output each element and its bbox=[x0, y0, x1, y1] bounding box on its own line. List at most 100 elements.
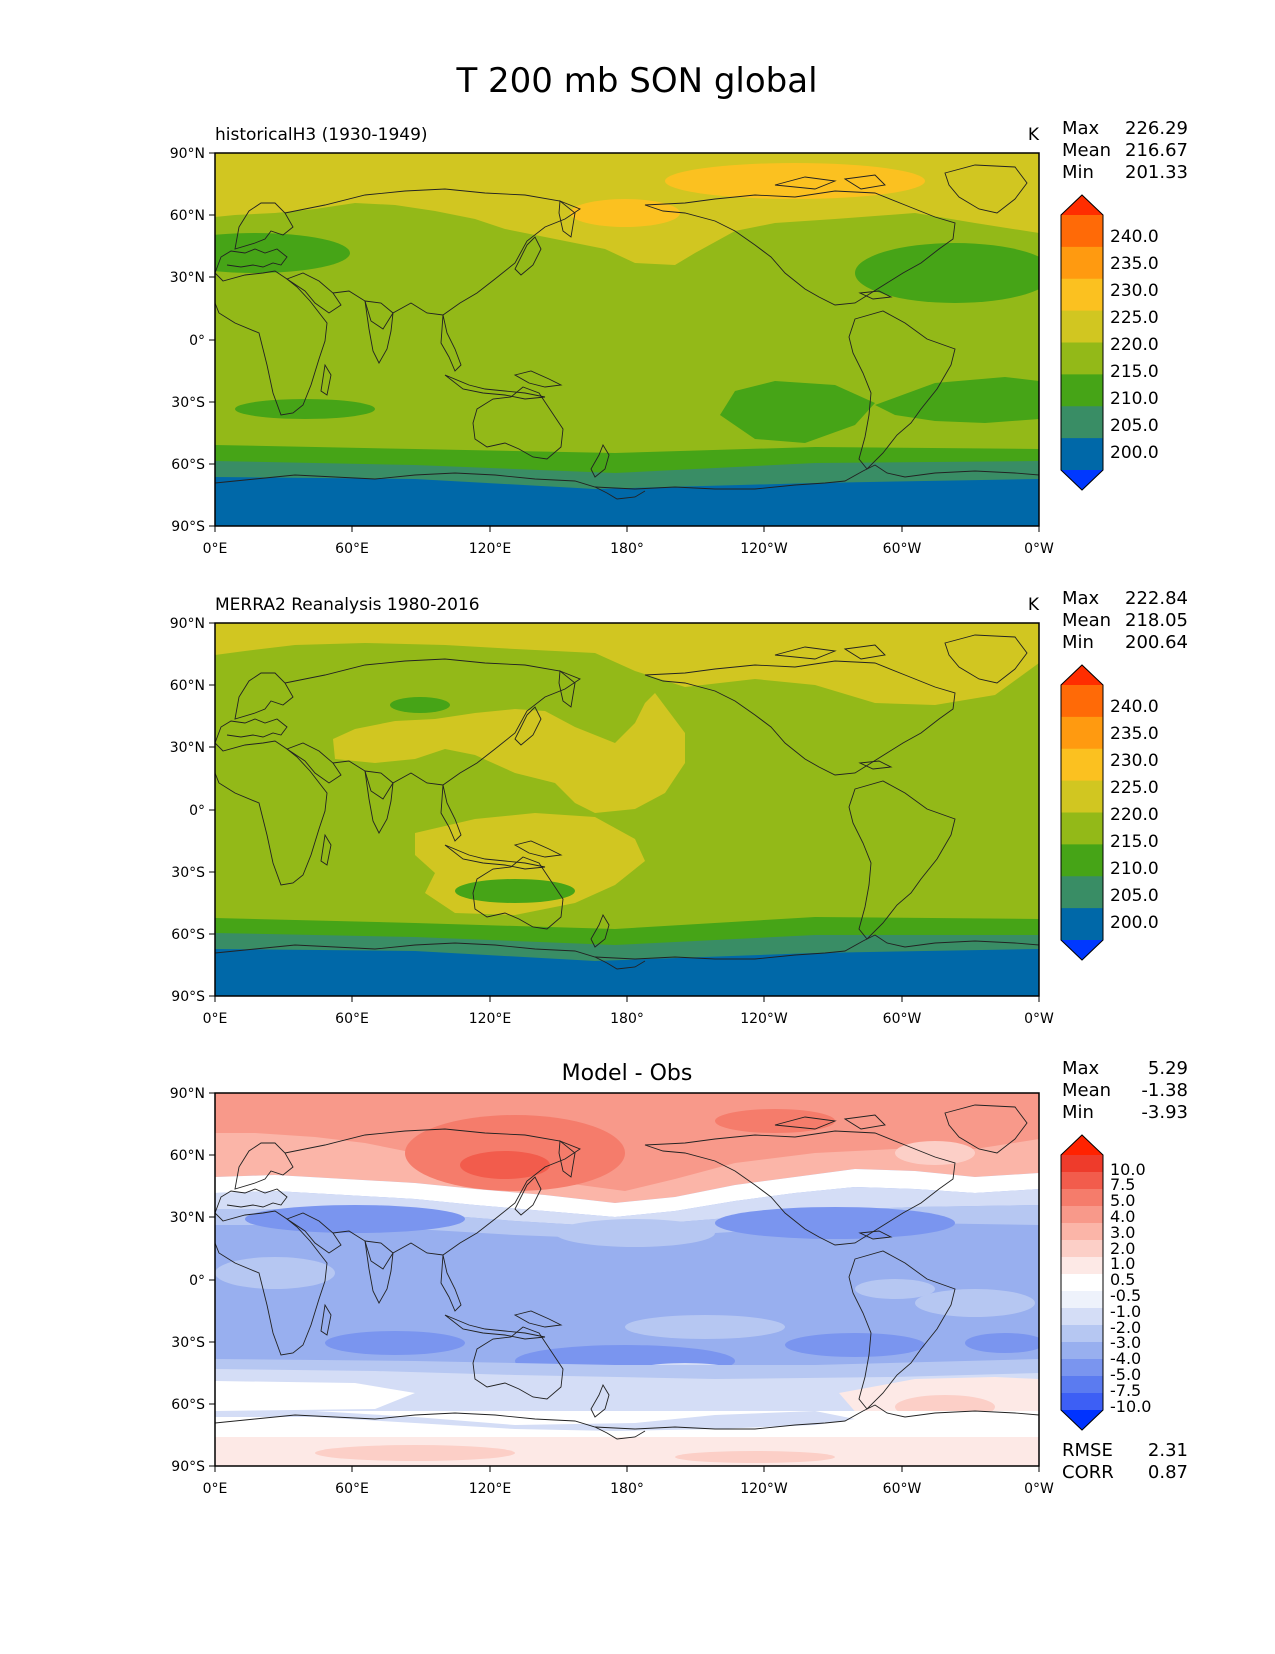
colorbar-extend-min bbox=[1061, 470, 1103, 490]
units-label: K bbox=[1028, 125, 1040, 145]
y-tick-label: 60°N bbox=[170, 208, 205, 224]
colorbar-segment bbox=[1061, 1223, 1103, 1241]
colorbar-tick-label: -0.5 bbox=[1110, 1286, 1141, 1305]
x-tick-label: 120°W bbox=[740, 1481, 788, 1497]
colorbar-segment bbox=[1061, 1257, 1103, 1275]
stat-mean-value: 218.05 bbox=[1125, 610, 1188, 631]
stats-block: Max 226.29 Mean 216.67 Min 201.33 bbox=[1062, 118, 1188, 183]
colorbar-tick-label: -10.0 bbox=[1110, 1397, 1151, 1416]
colorbar-segment bbox=[1061, 716, 1103, 750]
stat-mean-value: -1.38 bbox=[1141, 1080, 1188, 1101]
stat-max-value: 226.29 bbox=[1125, 118, 1188, 139]
colorbar-segment bbox=[1061, 1376, 1103, 1394]
y-tick-label: 0° bbox=[189, 333, 205, 349]
units-label: K bbox=[1028, 595, 1040, 615]
y-tick-label: 60°S bbox=[171, 927, 205, 943]
panel-historical: historicalH3 (1930-1949) K 90°N bbox=[170, 118, 1188, 557]
x-tick-label: 120°E bbox=[469, 541, 512, 557]
stat-label: Max bbox=[1062, 1058, 1100, 1079]
colorbar-labels: 240.0 235.0 230.0 225.0 220.0 215.0 210.… bbox=[1110, 227, 1159, 463]
panel-title: Model - Obs bbox=[562, 1061, 693, 1086]
stat-label: Mean bbox=[1062, 610, 1111, 631]
stat-min-value: 200.64 bbox=[1125, 632, 1188, 653]
colorbar-tick-label: 0.5 bbox=[1110, 1270, 1135, 1289]
y-tick-label: 30°N bbox=[170, 270, 205, 286]
y-tick-label: 0° bbox=[189, 803, 205, 819]
colorbar-tick-label: 200.0 bbox=[1110, 913, 1159, 933]
colorbar-labels: 240.0 235.0 230.0 225.0 220.0 215.0 210.… bbox=[1110, 697, 1159, 933]
colorbar-tick-label: 5.0 bbox=[1110, 1191, 1135, 1210]
colorbar-tick-label: 240.0 bbox=[1110, 697, 1159, 717]
x-tick-label: 0°W bbox=[1024, 1481, 1054, 1497]
colorbar-segment bbox=[1061, 1206, 1103, 1224]
colorbar-outline bbox=[1060, 1134, 1104, 1431]
colorbar-tick-label: 240.0 bbox=[1110, 227, 1159, 247]
colorbar: 10.0 7.5 5.0 4.0 3.0 2.0 1.0 0.5 -0.5 -1… bbox=[1060, 1134, 1151, 1431]
colorbar-segment bbox=[1061, 1274, 1103, 1292]
difference-field-map bbox=[215, 1093, 1039, 1466]
x-tick-label: 60°E bbox=[335, 541, 369, 557]
x-axis: 0°E 60°E 120°E 180° 120°W 60°W 0°W bbox=[203, 1466, 1054, 1497]
y-tick-label: 30°S bbox=[171, 865, 205, 881]
stat-label: Max bbox=[1062, 118, 1100, 139]
rmse-value: 2.31 bbox=[1148, 1440, 1188, 1461]
x-tick-label: 60°W bbox=[883, 1481, 922, 1497]
colorbar-tick-label: 205.0 bbox=[1110, 886, 1159, 906]
colorbar-tick-label: 3.0 bbox=[1110, 1223, 1135, 1242]
colorbar-segment bbox=[1061, 278, 1103, 312]
stats-block: Max 5.29 Mean -1.38 Min -3.93 bbox=[1062, 1058, 1188, 1123]
temperature-field-map bbox=[215, 623, 1039, 996]
stat-label: Mean bbox=[1062, 1080, 1111, 1101]
colorbar-tick-label: 225.0 bbox=[1110, 778, 1159, 798]
corr-value: 0.87 bbox=[1148, 1462, 1188, 1483]
colorbar-segment bbox=[1061, 908, 1103, 941]
colorbar-segment bbox=[1061, 685, 1103, 718]
colorbar-segment bbox=[1061, 1240, 1103, 1258]
x-tick-label: 120°W bbox=[740, 541, 788, 557]
colorbar-labels: 10.0 7.5 5.0 4.0 3.0 2.0 1.0 0.5 -0.5 -1… bbox=[1110, 1160, 1151, 1416]
colorbar-extend-max bbox=[1061, 665, 1103, 685]
stat-label: Max bbox=[1062, 588, 1100, 609]
colorbar-segment bbox=[1061, 1291, 1103, 1309]
x-tick-label: 120°E bbox=[469, 1481, 512, 1497]
x-tick-label: 60°W bbox=[883, 541, 922, 557]
colorbar-tick-label: 7.5 bbox=[1110, 1175, 1135, 1194]
stat-label: Mean bbox=[1062, 140, 1111, 161]
figure-title: T 200 mb SON global bbox=[455, 61, 817, 101]
colorbar-tick-label: 215.0 bbox=[1110, 832, 1159, 852]
y-tick-label: 0° bbox=[189, 1273, 205, 1289]
colorbar-tick-label: 2.0 bbox=[1110, 1239, 1135, 1258]
y-tick-label: 60°S bbox=[171, 457, 205, 473]
x-tick-label: 60°W bbox=[883, 1011, 922, 1027]
metric-label: RMSE bbox=[1062, 1440, 1113, 1461]
colorbar-segment bbox=[1061, 1325, 1103, 1343]
colorbar-tick-label: -7.5 bbox=[1110, 1381, 1141, 1400]
colorbar-segment bbox=[1061, 310, 1103, 343]
colorbar-segment bbox=[1061, 1342, 1103, 1360]
y-axis: 90°N 60°N 30°N 0° 30°S 60°S 90°S bbox=[170, 1086, 215, 1475]
stat-min-value: 201.33 bbox=[1125, 162, 1188, 183]
colorbar-tick-label: 210.0 bbox=[1110, 859, 1159, 879]
colorbar-segment bbox=[1061, 780, 1103, 813]
stat-min-value: -3.93 bbox=[1141, 1102, 1188, 1123]
stats-block: Max 222.84 Mean 218.05 Min 200.64 bbox=[1062, 588, 1188, 653]
colorbar-segment bbox=[1061, 374, 1103, 407]
colorbar-tick-label: 200.0 bbox=[1110, 443, 1159, 463]
colorbar-segment bbox=[1061, 215, 1103, 248]
colorbar-tick-label: 205.0 bbox=[1110, 416, 1159, 436]
colorbar-outline bbox=[1060, 664, 1104, 961]
y-tick-label: 90°N bbox=[170, 616, 205, 632]
x-tick-label: 180° bbox=[610, 1011, 644, 1027]
colorbar-segment bbox=[1061, 812, 1103, 845]
panel-subtitle: MERRA2 Reanalysis 1980-2016 bbox=[215, 595, 480, 615]
stat-label: Min bbox=[1062, 632, 1094, 653]
x-tick-label: 120°W bbox=[740, 1011, 788, 1027]
x-tick-label: 180° bbox=[610, 1481, 644, 1497]
x-tick-label: 180° bbox=[610, 541, 644, 557]
x-tick-label: 120°E bbox=[469, 1011, 512, 1027]
temperature-field-map bbox=[215, 153, 1039, 526]
x-axis: 0°E 60°E 120°E 180° 120°W 60°W 0°W bbox=[203, 996, 1054, 1027]
y-tick-label: 90°S bbox=[171, 1459, 205, 1475]
colorbar-tick-label: -4.0 bbox=[1110, 1349, 1141, 1368]
